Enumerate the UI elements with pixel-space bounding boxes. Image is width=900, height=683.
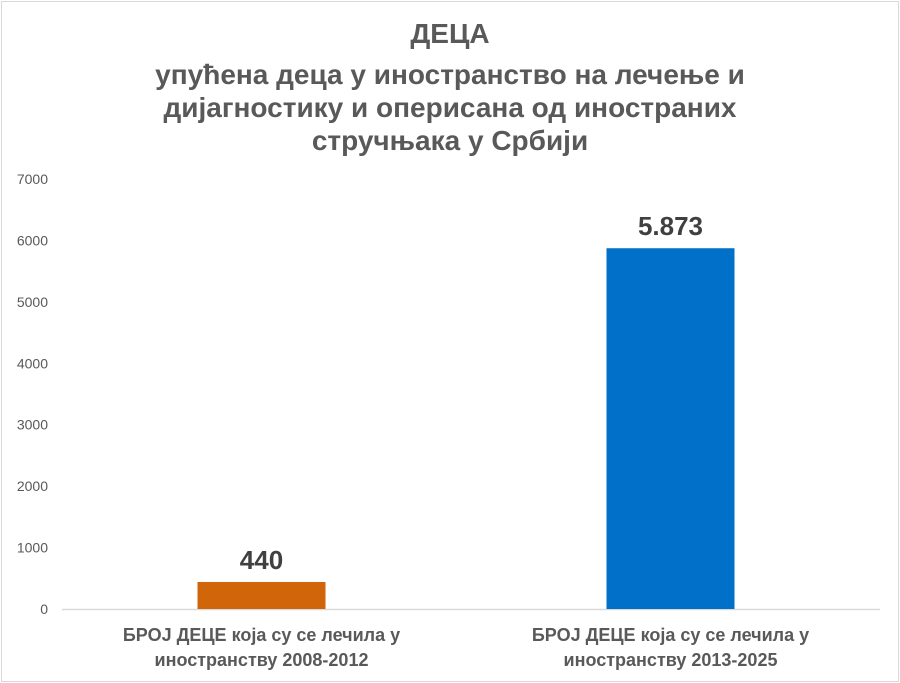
x-category-label: БРОЈ ДЕЦЕ која су се лечила у (123, 625, 400, 645)
y-tick-label: 6000 (17, 232, 48, 248)
chart-subtitle-line-2: дијагностику и оперисана од иностраних (163, 92, 737, 123)
y-tick-label: 3000 (17, 417, 48, 433)
y-tick-label: 5000 (17, 294, 48, 310)
x-category-label: БРОЈ ДЕЦЕ која су се лечила у (532, 625, 809, 645)
bar-2 (606, 248, 735, 610)
chart-title: ДЕЦА (410, 18, 490, 49)
x-category-label: иностранству 2008-2012 (155, 650, 369, 670)
chart-subtitle-line-1: упућена деца у иностранство на лечење и (155, 59, 745, 90)
y-tick-label: 0 (40, 601, 48, 617)
y-tick-label: 2000 (17, 478, 48, 494)
data-label: 5.873 (638, 211, 703, 241)
y-tick-label: 4000 (17, 355, 48, 371)
x-category-label: иностранству 2013-2025 (564, 650, 778, 670)
bar-1 (197, 581, 326, 609)
y-tick-label: 1000 (17, 540, 48, 556)
data-label: 440 (240, 545, 283, 575)
chart-subtitle-line-3: стручњака у Србији (311, 125, 589, 156)
y-tick-label: 7000 (17, 171, 48, 187)
